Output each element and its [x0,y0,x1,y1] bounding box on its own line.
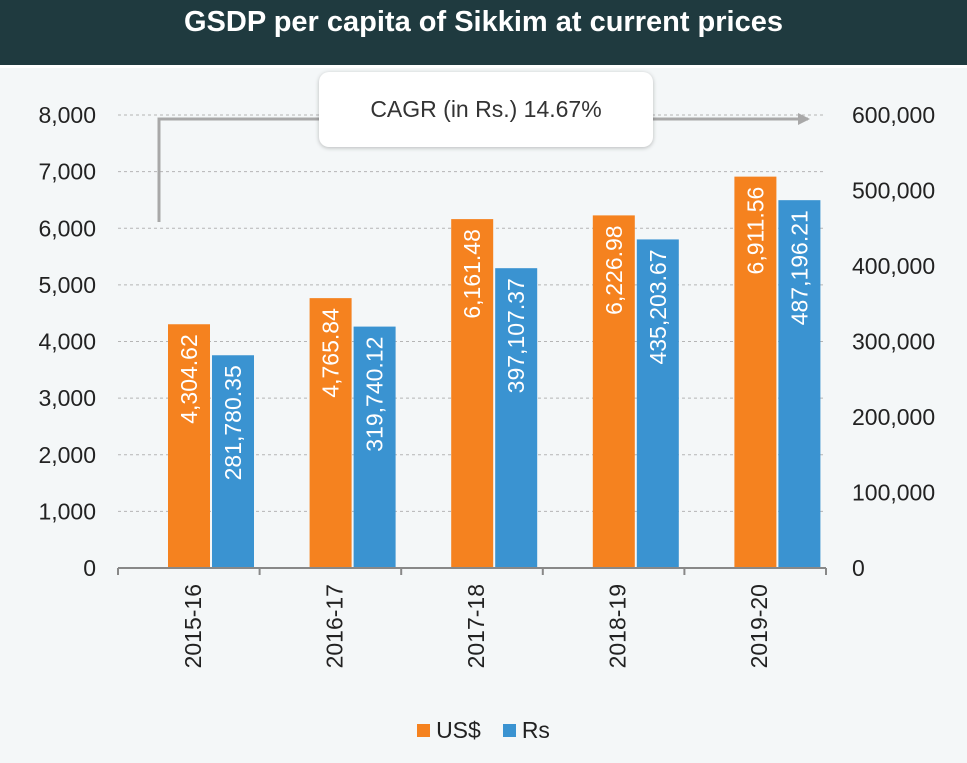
bar-usd [309,298,352,568]
cagr-callout: CAGR (in Rs.) 14.67% [319,72,653,147]
y-right-tick-label: 500,000 [852,178,935,204]
bar-usd [592,215,635,568]
y-right-tick-label: 400,000 [852,253,935,279]
bar-rs [212,355,254,568]
data-label-usd: 4,765.84 [318,308,344,398]
data-label-rs: 487,196.21 [786,210,812,325]
title-bar: GSDP per capita of Sikkim at current pri… [0,0,967,68]
bar-rs [636,239,679,568]
data-label-usd: 4,304.62 [176,334,202,424]
y-right-tick-label: 600,000 [852,102,935,128]
y-left-tick-label: 8,000 [38,102,96,128]
legend-label-rs: Rs [521,716,550,743]
y-left-tick-label: 0 [83,555,96,581]
y-left-tick-label: 5,000 [38,272,96,298]
x-tick-label: 2019-20 [746,584,772,668]
bar-rs [778,200,821,568]
y-right-tick-label: 200,000 [852,404,935,430]
bar-rs [495,268,538,568]
bar-usd [451,219,494,568]
legend: US$ Rs [0,713,967,747]
y-right-tick-label: 0 [852,555,865,581]
data-label-usd: 6,161.48 [459,229,485,319]
bar-usd [734,176,777,568]
y-right-tick-label: 300,000 [852,329,935,355]
chart-title: GSDP per capita of Sikkim at current pri… [183,6,784,38]
legend-swatch-usd [417,723,431,737]
y-left-tick-label: 2,000 [38,442,96,468]
cagr-text: CAGR (in Rs.) 14.67% [370,96,602,122]
x-tick-label: 2017-18 [463,584,489,668]
legend-item-rs: Rs [502,716,550,744]
data-label-rs: 319,740.12 [362,337,388,452]
y-left-tick-label: 4,000 [38,329,96,355]
bar-rs [353,326,396,568]
x-tick-label: 2018-19 [605,584,631,668]
data-label-usd: 6,226.98 [601,225,627,315]
legend-item-usd: US$ [417,717,481,744]
legend-label-usd: US$ [436,716,481,743]
bar-usd [168,324,210,568]
data-label-rs: 281,780.35 [220,365,246,480]
y-right-tick-label: 100,000 [852,480,935,506]
y-left-tick-label: 6,000 [38,215,96,241]
y-left-tick-label: 3,000 [38,385,96,411]
x-tick-label: 2016-17 [321,584,347,668]
data-label-rs: 435,203.67 [645,249,671,364]
y-left-tick-label: 1,000 [38,498,96,524]
x-tick-label: 2015-16 [180,584,206,668]
y-left-tick-label: 7,000 [38,159,96,185]
legend-swatch-rs [502,723,516,737]
data-label-usd: 6,911.56 [742,187,768,275]
data-label-rs: 397,107.37 [503,278,529,393]
